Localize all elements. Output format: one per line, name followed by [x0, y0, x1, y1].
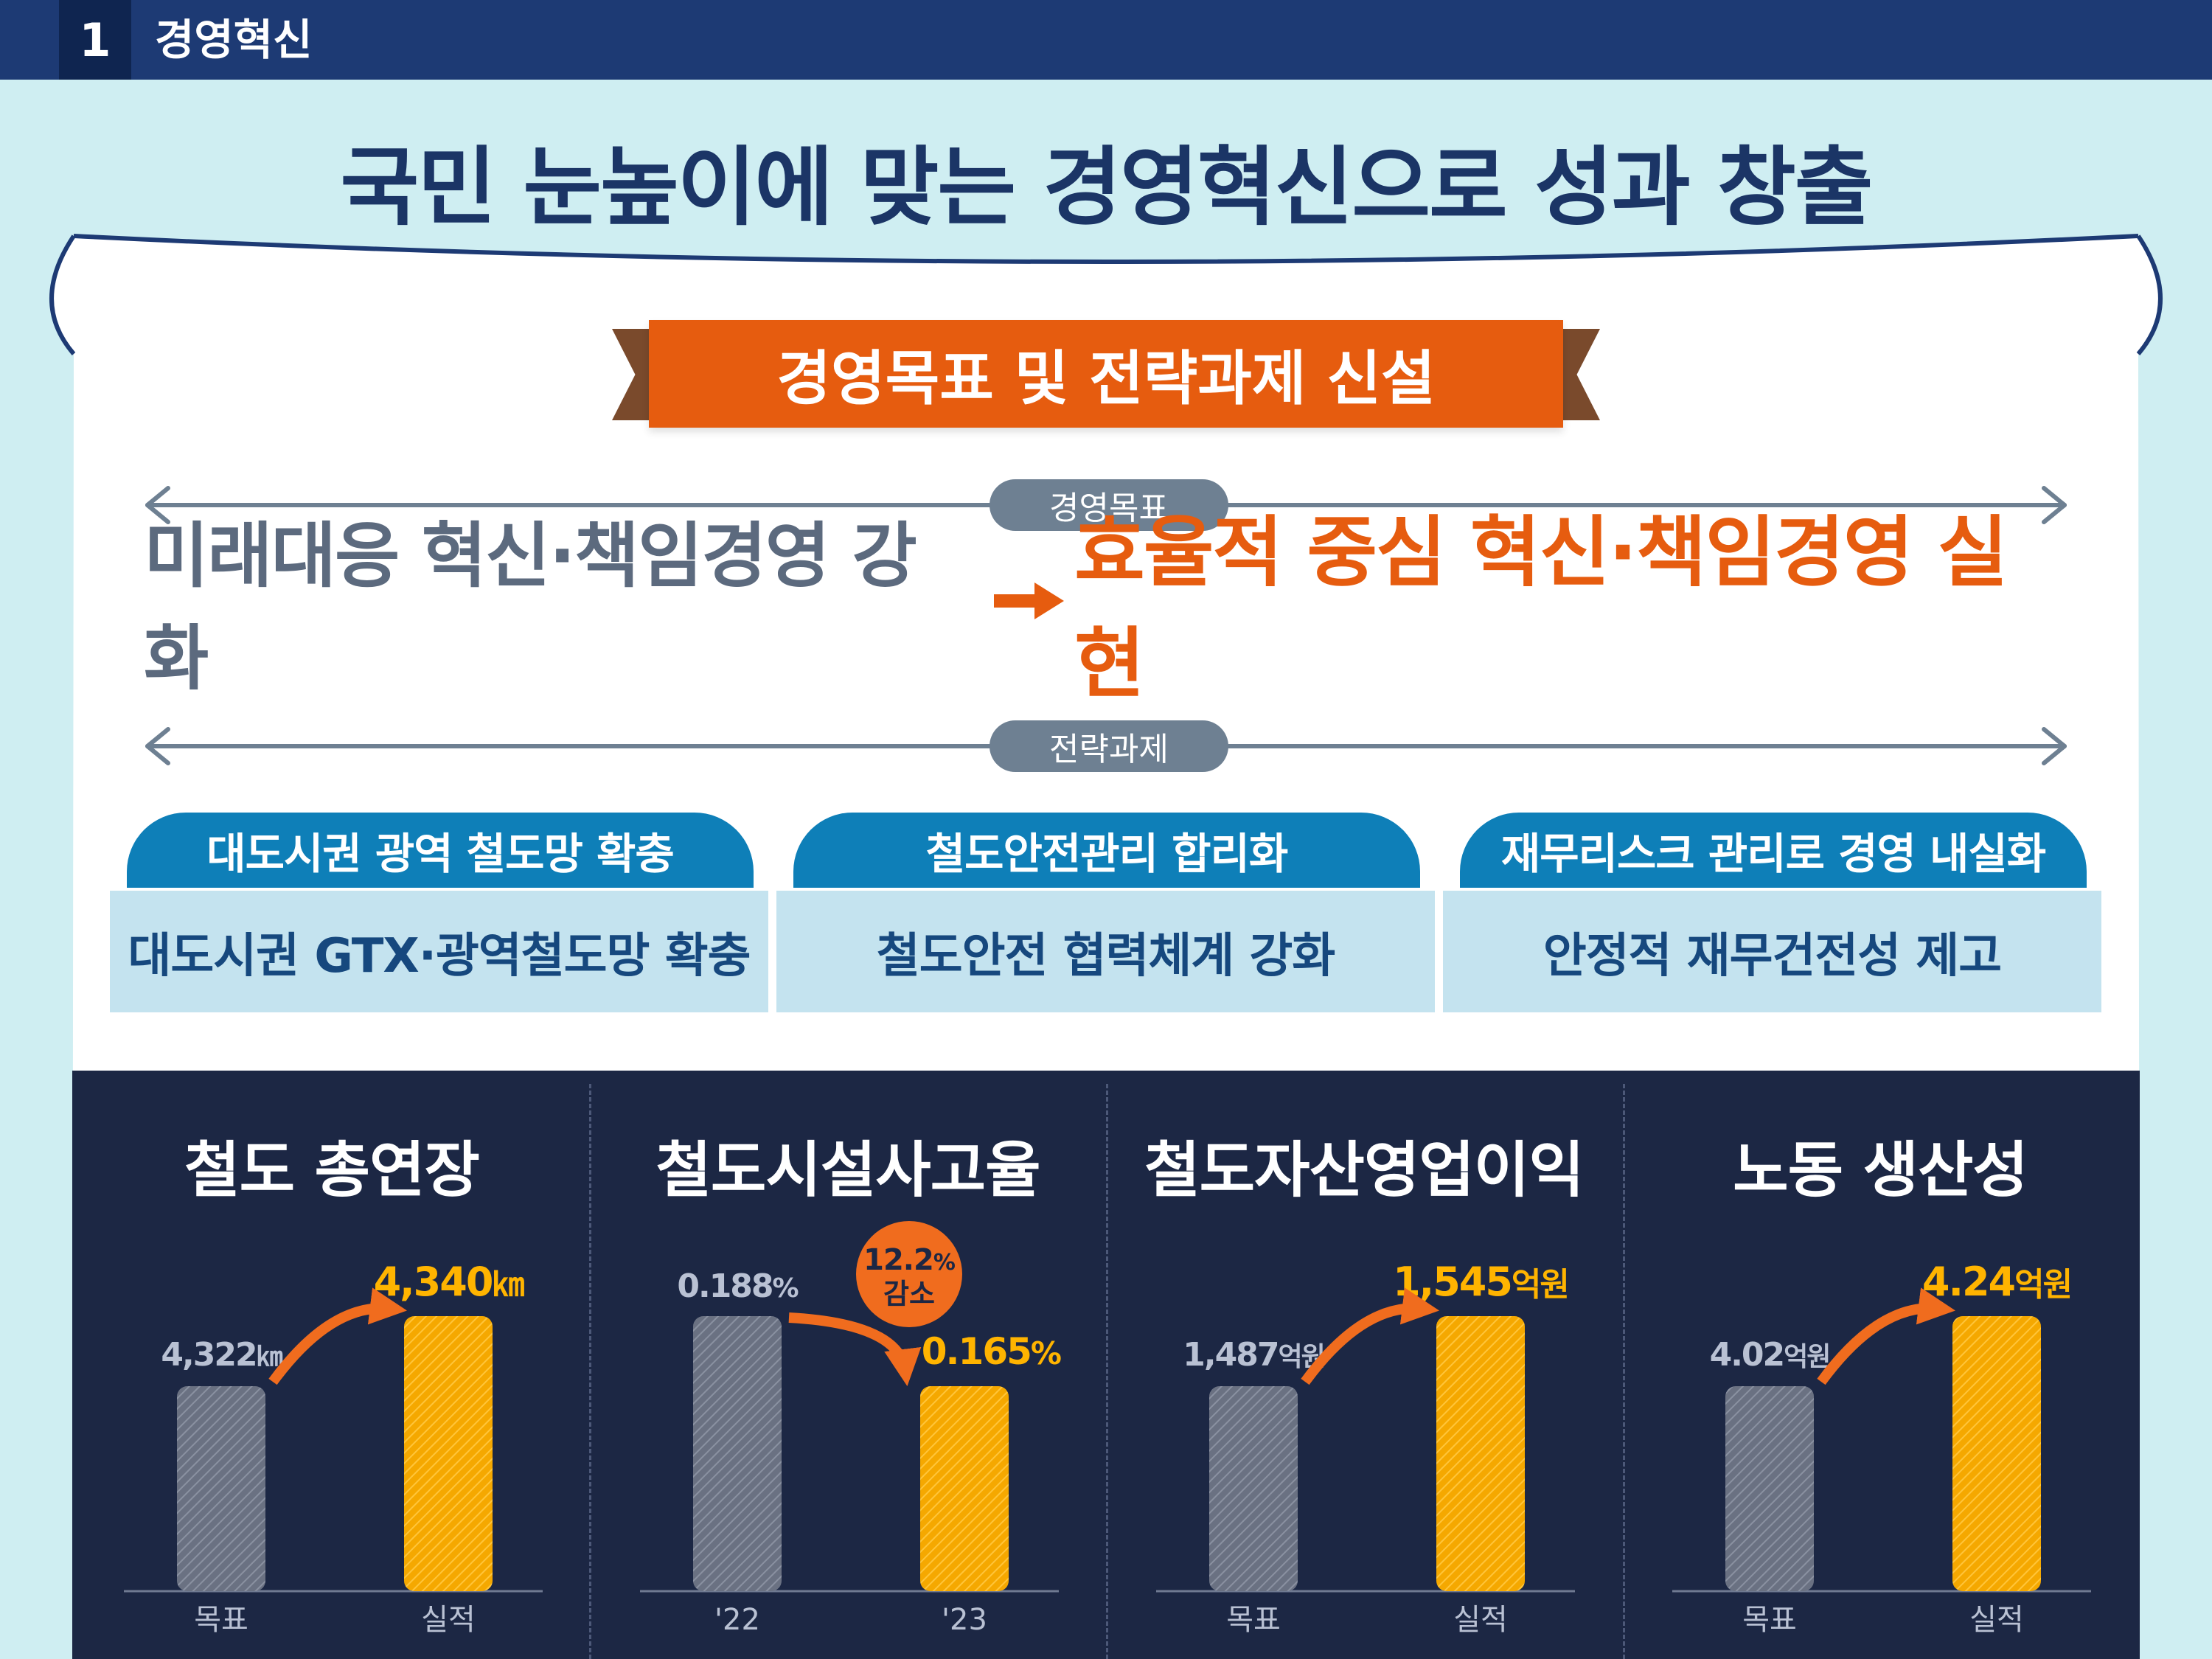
bar-before — [1209, 1386, 1298, 1591]
bar-before — [693, 1316, 782, 1591]
section-number: 1 — [59, 0, 131, 80]
x-tick-label: 실적 — [1453, 1603, 1508, 1637]
panel-divider — [589, 1084, 591, 1659]
bar-after — [404, 1316, 493, 1591]
kpi-title-2: 철도시설사고율 — [655, 1135, 1040, 1206]
data-label-after: 1,545억원 — [1393, 1259, 1568, 1305]
kpi-title-1: 철도 총연장 — [184, 1135, 480, 1206]
goal-new: 효율적 중심 혁신·책임경영 실현 — [1074, 507, 2008, 709]
data-label-before: 4,322㎞ — [161, 1336, 282, 1374]
section-header: 1 경영혁신 — [0, 0, 2212, 80]
bar-after — [920, 1386, 1009, 1591]
data-label-after-unit: 억원 — [2014, 1266, 2071, 1304]
data-label-before-number: 0.188 — [677, 1267, 772, 1305]
annotation-line1: 12.2% — [863, 1243, 956, 1277]
task-pill: 전략과제 — [990, 720, 1228, 772]
annotation-unit: % — [933, 1250, 956, 1276]
data-label-after-unit: 억원 — [1512, 1266, 1568, 1304]
task-head-3: 재무리스크 관리로 경영 내실화 — [1460, 813, 2087, 888]
panel-divider — [1623, 1084, 1625, 1659]
goal-old: 미래대응 혁신·책임경영 강화 — [144, 515, 917, 700]
data-label-before-number: 4.02 — [1710, 1336, 1784, 1374]
kpi-title-4: 노동 생산성 — [1733, 1135, 2028, 1206]
data-label-before: 4.02억원 — [1710, 1336, 1830, 1374]
data-label-after: 4.24억원 — [1922, 1259, 2071, 1305]
data-label-before: 0.188% — [677, 1267, 798, 1305]
task-body-2: 철도안전 협력체계 강화 — [776, 891, 1435, 1012]
task-head-2: 철도안전관리 합리화 — [793, 813, 1420, 888]
data-label-after-number: 0.165 — [922, 1330, 1031, 1373]
data-label-before-unit: % — [773, 1273, 799, 1304]
down-arrow-icon — [788, 1312, 922, 1387]
data-label-after: 0.165% — [922, 1330, 1061, 1373]
task-body-3: 안정적 재무건전성 제고 — [1443, 891, 2101, 1012]
data-label-after-unit: % — [1031, 1335, 1061, 1371]
x-tick-label: 실적 — [421, 1603, 476, 1637]
x-tick-label: 목표 — [194, 1603, 248, 1637]
x-tick-label: '22 — [714, 1603, 760, 1637]
data-label-after-number: 4.24 — [1922, 1259, 2015, 1305]
page-title: 국민 눈높이에 맞는 경영혁신으로 성과 창출 — [340, 138, 1874, 237]
goal-pill: 경영목표 — [990, 479, 1228, 531]
data-label-after-number: 4,340 — [374, 1259, 493, 1305]
growth-arrow-icon — [268, 1287, 408, 1385]
data-label-before-number: 1,487 — [1183, 1336, 1278, 1374]
goal-statement: 미래대응 혁신·책임경영 강화 효율적 중심 혁신·책임경영 실현 — [144, 507, 2076, 709]
annotation-line2: 감소 — [883, 1278, 935, 1310]
data-label-before-number: 4,322 — [161, 1336, 256, 1374]
data-label-after-unit: ㎞ — [492, 1266, 524, 1304]
x-tick-label: '23 — [942, 1603, 987, 1637]
data-label-before: 1,487억원 — [1183, 1336, 1324, 1374]
task-head-1: 대도시권 광역 철도망 확충 — [127, 813, 754, 888]
bar-before — [177, 1386, 265, 1591]
bar-after — [1436, 1316, 1525, 1591]
data-label-after: 4,340㎞ — [374, 1259, 525, 1305]
annotation-number: 12.2 — [863, 1243, 933, 1277]
x-tick-label: 목표 — [1742, 1603, 1797, 1637]
section-title: 경영혁신 — [155, 15, 313, 65]
data-label-before-unit: 억원 — [1784, 1342, 1829, 1372]
growth-arrow-icon — [1817, 1287, 1956, 1385]
x-tick-label: 목표 — [1226, 1603, 1281, 1637]
x-tick-label: 실적 — [1969, 1603, 2024, 1637]
section-ribbon: 경영목표 및 전략과제 신설 — [649, 320, 1563, 428]
growth-arrow-icon — [1301, 1287, 1440, 1385]
bar-before — [1725, 1386, 1814, 1591]
annotation-badge — [856, 1221, 962, 1327]
panel-divider — [1106, 1084, 1108, 1659]
bar-after — [1952, 1316, 2041, 1591]
data-label-after-number: 1,545 — [1393, 1259, 1512, 1305]
kpi-title-3: 철도자산영업이익 — [1144, 1135, 1585, 1206]
task-body-1: 대도시권 GTX·광역철도망 확충 — [110, 891, 768, 1012]
right-arrow-icon — [994, 582, 1065, 619]
